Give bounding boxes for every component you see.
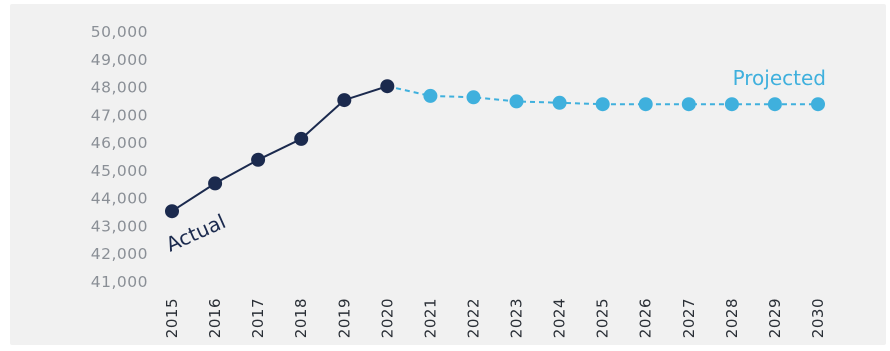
- y-tick-label: 46,000: [91, 134, 148, 152]
- x-tick-label: 2017: [249, 298, 267, 338]
- data-point-actual: [208, 176, 223, 191]
- data-point-projected: [509, 94, 524, 109]
- data-point-actual: [380, 79, 395, 94]
- series-points: [165, 79, 825, 219]
- x-tick-label: 2030: [809, 298, 827, 338]
- series-lines: [171, 85, 818, 213]
- y-tick-label: 50,000: [91, 23, 148, 41]
- y-tick-label: 44,000: [91, 190, 148, 208]
- data-point-projected: [811, 97, 825, 112]
- x-tick-label: 2020: [378, 298, 396, 338]
- data-point-projected: [466, 90, 481, 105]
- x-tick-label: 2026: [637, 298, 655, 338]
- data-point-projected: [552, 95, 567, 110]
- data-point-projected: [423, 88, 438, 103]
- data-point-actual: [251, 152, 266, 167]
- y-tick-label: 43,000: [91, 217, 148, 235]
- y-tick-label: 48,000: [91, 79, 148, 97]
- data-point-projected: [767, 97, 782, 112]
- y-tick-label: 47,000: [91, 106, 148, 124]
- data-point-projected: [681, 97, 696, 112]
- data-point-projected: [638, 97, 653, 112]
- series-label-projected: Projected: [733, 66, 826, 90]
- x-axis: 2015 2016 2017 2018 2019 2020 2021 2022 2023 2024…: [163, 298, 827, 338]
- series-line-actual: [171, 85, 388, 213]
- x-tick-label: 2022: [464, 298, 482, 338]
- y-tick-label: 45,000: [91, 162, 148, 180]
- x-tick-label: 2021: [421, 298, 439, 338]
- data-point-actual: [337, 93, 352, 108]
- y-tick-label: 42,000: [91, 245, 148, 263]
- x-tick-label: 2015: [163, 298, 181, 338]
- y-tick-label: 41,000: [91, 273, 148, 291]
- x-tick-label: 2019: [335, 298, 353, 338]
- x-tick-label: 2028: [723, 298, 741, 338]
- x-tick-label: 2016: [206, 298, 224, 338]
- x-tick-label: 2023: [508, 298, 526, 338]
- data-point-actual: [294, 131, 309, 146]
- y-tick-label: 49,000: [91, 51, 148, 69]
- x-tick-label: 2024: [551, 298, 569, 338]
- y-axis: 50,000 49,000 48,000 47,000 46,000 45,000 44,0…: [91, 23, 148, 291]
- x-tick-label: 2029: [766, 298, 784, 338]
- x-tick-label: 2018: [292, 298, 310, 338]
- data-point-projected: [724, 97, 739, 112]
- x-tick-label: 2027: [680, 298, 698, 338]
- chart-panel: [10, 4, 886, 345]
- x-tick-label: 2025: [594, 298, 612, 338]
- data-point-actual: [165, 204, 179, 219]
- data-point-projected: [595, 97, 610, 112]
